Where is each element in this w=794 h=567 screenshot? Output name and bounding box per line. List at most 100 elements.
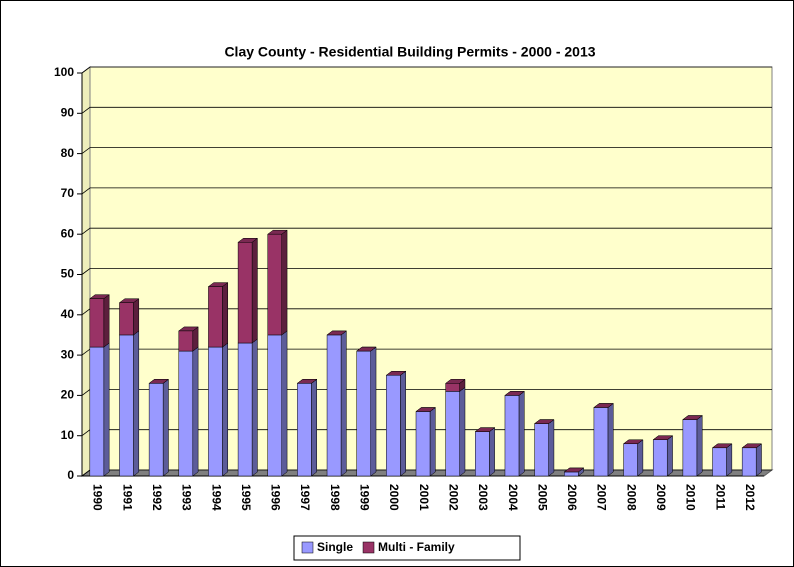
bar-side: [281, 229, 288, 336]
bar-side: [400, 370, 406, 477]
bar: [119, 334, 134, 477]
legend-box: [293, 535, 521, 561]
bar-segment: [266, 229, 288, 336]
bar-segment: [533, 419, 555, 424]
bar-side: [222, 342, 229, 477]
bar-segment: [118, 298, 140, 336]
bar-segment: [148, 378, 170, 477]
legend-label: Multi - Family: [378, 540, 455, 554]
bar-segment: [622, 439, 644, 477]
bar-segment: [593, 403, 614, 408]
bar-top: [415, 407, 437, 412]
y-tick-label: 20: [61, 388, 75, 402]
bar-segment: [237, 237, 259, 344]
bar-side: [133, 298, 140, 336]
x-tick-label: 1995: [239, 484, 253, 511]
x-tick-label: 1998: [328, 484, 342, 511]
bar-segment: [682, 415, 703, 477]
bar-segment: [415, 407, 437, 412]
bar-side: [162, 378, 169, 477]
bar: [504, 395, 520, 477]
bar-top: [563, 467, 585, 473]
bar-segment: [178, 326, 199, 352]
bar-side: [222, 282, 229, 348]
bar-segment: [326, 330, 348, 477]
bar-segment: [711, 443, 733, 477]
bar-side: [637, 439, 644, 477]
bar-segment: [682, 415, 703, 420]
bar-segment: [444, 378, 466, 392]
bar: [267, 233, 282, 336]
x-tick-label: 2007: [595, 484, 609, 511]
bar-top: [711, 443, 733, 449]
bar: [178, 330, 194, 352]
x-tick-label: 1997: [298, 484, 312, 511]
bar: [415, 411, 431, 477]
x-tick-label: 1990: [91, 484, 105, 511]
bar-side: [607, 402, 614, 477]
bar-side: [548, 419, 555, 477]
bar-segment: [355, 346, 377, 352]
bar-top: [504, 391, 526, 396]
bar-segment: [207, 282, 229, 348]
bar: [178, 350, 194, 477]
bar-side: [370, 346, 377, 477]
bar-segment: [474, 427, 496, 432]
bar-side: [251, 338, 258, 477]
bar: [623, 443, 638, 477]
bar-side: [459, 386, 466, 477]
bar-segment: [741, 443, 763, 449]
bar-side: [429, 407, 436, 477]
x-tick-label: 1991: [120, 484, 134, 511]
grid-line: [81, 268, 772, 275]
bar-segment: [652, 435, 674, 440]
x-tick-label: 2004: [506, 484, 520, 511]
grid-line: [81, 227, 772, 235]
bar-segment: [118, 330, 140, 477]
y-tick-label: 70: [61, 186, 75, 200]
bar-segment: [563, 467, 585, 473]
bar: [445, 391, 460, 477]
y-tick-label: 50: [61, 267, 75, 281]
bar: [326, 334, 342, 477]
x-tick-label: 2009: [654, 484, 668, 511]
bar-side: [133, 330, 140, 477]
bar-top: [622, 439, 644, 445]
grid-line: [81, 147, 772, 154]
y-tick-label: 30: [61, 347, 75, 361]
bar-segment: [326, 330, 348, 336]
bar-top: [148, 379, 170, 384]
legend: Single Multi - Family: [293, 535, 521, 561]
bar: [445, 383, 460, 392]
bar-segment: [622, 439, 644, 445]
x-tick-label: 1994: [209, 484, 223, 511]
bar-segment: [296, 379, 318, 384]
x-tick-label: 2012: [743, 484, 757, 511]
bar: [682, 419, 698, 477]
bar: [564, 471, 579, 477]
bar: [297, 383, 312, 477]
x-tick-label: 1993: [180, 484, 194, 511]
grid-line: [81, 66, 772, 74]
bar-side: [726, 443, 733, 477]
x-tick-label: 2010: [684, 484, 698, 511]
bar-side: [696, 415, 703, 477]
bar-segment: [652, 435, 674, 477]
bar-segment: [444, 386, 466, 477]
y-tick-label: 80: [61, 146, 75, 160]
bar: [475, 431, 490, 477]
bar-segment: [296, 378, 318, 477]
bar: [148, 383, 164, 477]
bar-segment: [741, 443, 763, 477]
bar-segment: [89, 342, 110, 477]
bar-top: [652, 435, 674, 440]
bar: [208, 346, 223, 477]
bar-top: [533, 419, 555, 424]
bar: [237, 342, 253, 477]
bar-top: [355, 346, 377, 352]
bar-top: [593, 403, 614, 408]
bar-side: [103, 342, 110, 477]
bar: [119, 302, 134, 336]
bar-segment: [148, 379, 170, 384]
legend-swatch: [362, 541, 375, 554]
